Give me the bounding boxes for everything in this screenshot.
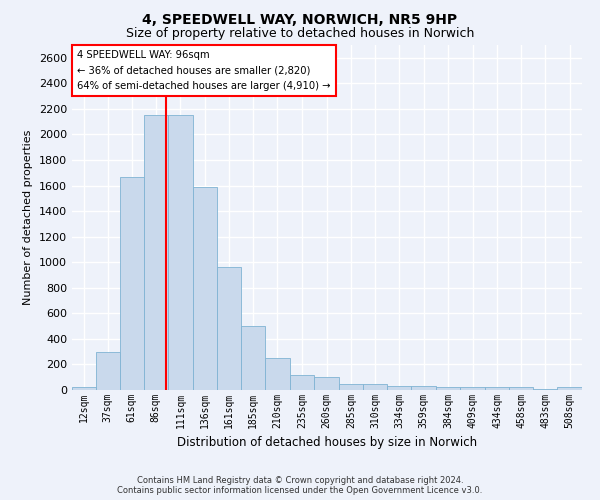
Bar xyxy=(168,116,193,390)
Bar xyxy=(485,388,509,390)
Text: Size of property relative to detached houses in Norwich: Size of property relative to detached ho… xyxy=(126,28,474,40)
Bar xyxy=(363,384,387,390)
Bar xyxy=(193,187,217,390)
Bar xyxy=(120,176,143,390)
Bar xyxy=(265,358,290,390)
Y-axis label: Number of detached properties: Number of detached properties xyxy=(23,130,34,305)
Bar xyxy=(436,388,460,390)
Bar xyxy=(290,374,314,390)
Bar xyxy=(241,326,265,390)
Bar xyxy=(412,386,436,390)
Bar xyxy=(460,388,485,390)
Bar xyxy=(339,384,363,390)
Text: 4, SPEEDWELL WAY, NORWICH, NR5 9HP: 4, SPEEDWELL WAY, NORWICH, NR5 9HP xyxy=(142,12,458,26)
Bar xyxy=(314,377,339,390)
Bar xyxy=(72,387,95,390)
Text: Contains HM Land Registry data © Crown copyright and database right 2024.
Contai: Contains HM Land Registry data © Crown c… xyxy=(118,476,482,495)
Bar xyxy=(95,352,120,390)
Text: 4 SPEEDWELL WAY: 96sqm
← 36% of detached houses are smaller (2,820)
64% of semi-: 4 SPEEDWELL WAY: 96sqm ← 36% of detached… xyxy=(77,50,331,92)
Bar xyxy=(557,387,582,390)
Bar xyxy=(509,388,533,390)
Bar xyxy=(217,268,241,390)
Bar xyxy=(143,116,168,390)
Bar xyxy=(387,386,412,390)
X-axis label: Distribution of detached houses by size in Norwich: Distribution of detached houses by size … xyxy=(177,436,477,450)
